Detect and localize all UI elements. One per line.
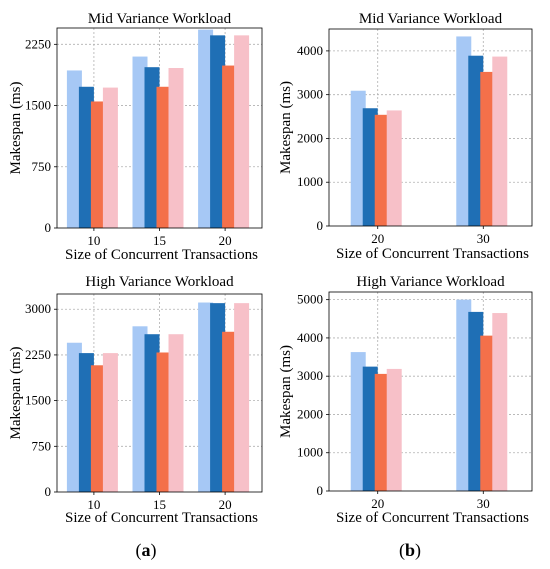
- bar-series-1-15: [132, 56, 148, 229]
- bar-series-3-20: [374, 114, 390, 226]
- plot-frame: [328, 28, 533, 227]
- y-tick-label: 2250: [25, 347, 51, 362]
- bar-series-2-20: [210, 35, 226, 228]
- bar-series-4-20: [386, 368, 402, 491]
- x-tick-label: 20: [371, 496, 384, 511]
- caption-b: (b): [399, 540, 421, 561]
- chart-panel-4: 0 1000 2000 3000 4000 5000 20 30 High Variance W…: [278, 274, 533, 526]
- bar-series-4-20: [234, 35, 250, 228]
- bar-series-4-30: [492, 56, 508, 226]
- y-tick-label: 0: [45, 484, 52, 499]
- x-tick-label: 20: [371, 231, 384, 246]
- x-tick-label: 20: [219, 497, 232, 512]
- bar-series-3-20: [222, 65, 238, 228]
- bar-series-4-30: [492, 313, 508, 491]
- y-tick-label: 1000: [297, 174, 323, 189]
- bar-series-2-20: [362, 366, 378, 491]
- bar-series-4-20: [386, 110, 402, 226]
- y-tick-label: 0: [45, 220, 52, 235]
- bar-series-3-10: [90, 365, 106, 492]
- bar-series-2-20: [210, 303, 226, 492]
- bar-series-2-20: [362, 108, 378, 226]
- y-axis-label: Makespan (ms): [8, 347, 24, 440]
- y-tick-label: 3000: [297, 87, 323, 102]
- bar-series-1-15: [132, 326, 148, 492]
- plot-frame: [328, 291, 533, 492]
- x-tick-label: 10: [87, 497, 100, 512]
- chart-title: Mid Variance Workload: [88, 11, 232, 27]
- y-tick-label: 3000: [25, 301, 51, 316]
- bar-series-1-10: [66, 70, 82, 229]
- y-tick-label: 750: [32, 438, 52, 453]
- bar-series-1-30: [456, 36, 472, 226]
- bar-series-4-20: [234, 303, 250, 492]
- chart-title: Mid Variance Workload: [359, 11, 503, 27]
- bar-series-3-30: [480, 335, 496, 491]
- bar-series-4-15: [168, 68, 184, 228]
- bar-series-1-20: [198, 302, 214, 492]
- y-tick-label: 1500: [25, 393, 51, 408]
- bar-series-1-30: [456, 299, 472, 491]
- bar-series-2-30: [468, 311, 484, 491]
- x-axis-label: Size of Concurrent Transactions: [65, 510, 258, 526]
- bar-series-3-20: [222, 331, 238, 492]
- y-tick-label: 1000: [297, 445, 323, 460]
- bar-series-3-20: [374, 373, 390, 491]
- bar-series-4-15: [168, 334, 184, 492]
- chart-panel-3: 0 750 1500 2250 3000 10 15 20 High Variance Work…: [8, 274, 263, 526]
- x-tick-label: 30: [477, 496, 490, 511]
- x-tick-label: 15: [153, 497, 166, 512]
- bar-series-1-10: [66, 342, 82, 492]
- x-axis-label: Size of Concurrent Transactions: [65, 247, 258, 263]
- y-tick-label: 4000: [297, 330, 323, 345]
- y-tick-label: 0: [317, 218, 324, 233]
- x-axis-label: Size of Concurrent Transactions: [336, 246, 529, 262]
- bar-series-3-10: [90, 101, 106, 228]
- y-axis-label: Makespan (ms): [8, 82, 24, 175]
- y-tick-label: 4000: [297, 43, 323, 58]
- y-tick-label: 1500: [25, 98, 51, 113]
- chart-panel-2: 0 1000 2000 3000 4000 20 30 Mid Variance Worklo…: [278, 11, 533, 262]
- chart-panel-1: 0 750 1500 2250 10 15 20 Mid Variance Workload S…: [8, 11, 263, 263]
- y-tick-label: 0: [317, 483, 324, 498]
- x-tick-label: 10: [87, 233, 100, 248]
- bar-series-2-15: [144, 334, 160, 492]
- chart-title: High Variance Workload: [356, 274, 505, 290]
- x-tick-label: 15: [153, 233, 166, 248]
- bar-series-2-10: [78, 86, 94, 228]
- bar-series-2-15: [144, 67, 160, 228]
- bar-series-1-20: [198, 29, 214, 228]
- bar-series-2-10: [78, 353, 94, 492]
- bar-series-3-30: [480, 71, 496, 226]
- bar-series-3-15: [156, 86, 172, 228]
- caption-a: (a): [136, 540, 157, 561]
- y-tick-label: 5000: [297, 292, 323, 307]
- bar-series-4-10: [102, 87, 118, 229]
- bar-series-2-30: [468, 55, 484, 227]
- y-tick-label: 2000: [297, 130, 323, 145]
- bar-series-1-20: [350, 352, 366, 491]
- bar-series-3-15: [156, 352, 172, 492]
- x-tick-label: 30: [477, 231, 490, 246]
- y-tick-label: 2250: [25, 36, 51, 51]
- y-tick-label: 750: [32, 159, 52, 174]
- bar-series-1-20: [350, 90, 366, 226]
- y-axis-label: Makespan (ms): [278, 345, 294, 438]
- y-axis-label: Makespan (ms): [278, 81, 294, 174]
- chart-title: High Variance Workload: [85, 274, 234, 290]
- y-tick-label: 3000: [297, 368, 323, 383]
- bar-series-4-10: [102, 353, 118, 492]
- y-tick-label: 2000: [297, 406, 323, 421]
- x-axis-label: Size of Concurrent Transactions: [336, 510, 529, 526]
- x-tick-label: 20: [219, 233, 232, 248]
